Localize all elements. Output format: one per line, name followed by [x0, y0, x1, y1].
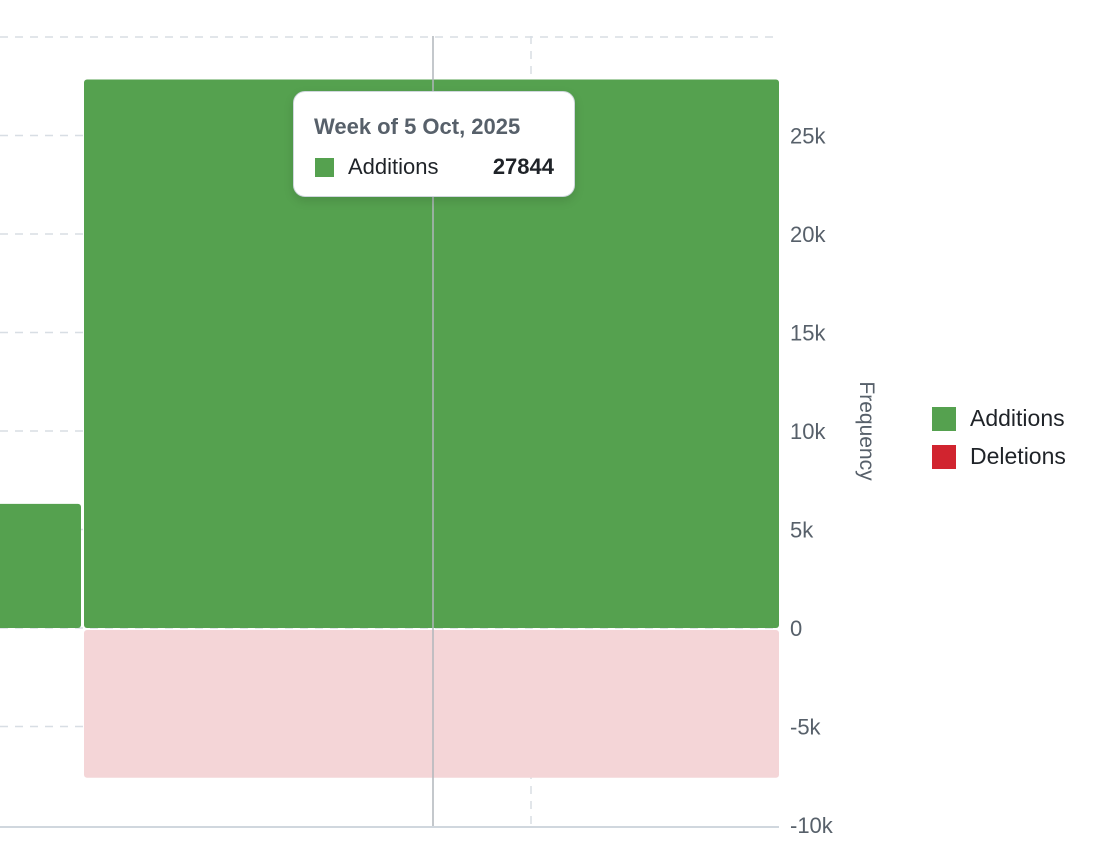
y-axis-ticks: -10k -5k 0 5k 10k 15k 20k 25k: [790, 124, 834, 839]
y-tick-label: 10k: [790, 419, 826, 444]
y-tick-label: 20k: [790, 222, 826, 247]
legend-label-additions: Additions: [970, 405, 1065, 431]
legend-swatch-additions: [932, 407, 956, 431]
tooltip-series-value: 27844: [492, 154, 554, 179]
bars[interactable]: [0, 79, 779, 778]
y-tick-label: -10k: [790, 813, 834, 838]
bar-additions-week-1[interactable]: [0, 503, 81, 628]
y-tick-label: 5k: [790, 518, 814, 543]
tooltip: Week of 5 Oct, 2025 Additions 27844: [293, 91, 575, 197]
bar-additions-week-2[interactable]: [84, 79, 779, 628]
legend-label-deletions: Deletions: [970, 443, 1066, 469]
tooltip-title: Week of 5 Oct, 2025: [314, 114, 521, 139]
tooltip-series-label: Additions: [348, 154, 439, 179]
y-axis-title: Frequency: [855, 381, 878, 481]
legend-swatch-deletions: [932, 445, 956, 469]
bar-deletions-week-2[interactable]: [84, 630, 779, 778]
y-tick-label: 0: [790, 616, 802, 641]
tooltip-series-swatch: [315, 158, 334, 177]
y-tick-label: 25k: [790, 124, 826, 149]
y-tick-label: 15k: [790, 321, 826, 346]
y-tick-label: -5k: [790, 715, 822, 740]
